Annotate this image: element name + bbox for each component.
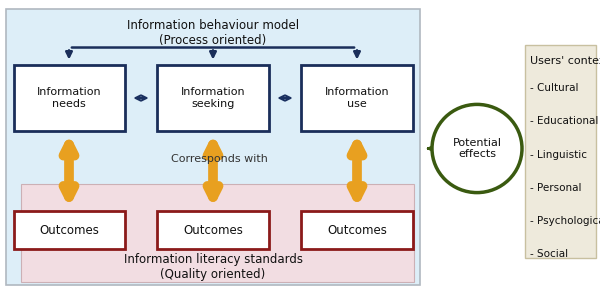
- FancyBboxPatch shape: [301, 211, 413, 249]
- FancyBboxPatch shape: [157, 65, 269, 131]
- Text: Information
needs: Information needs: [37, 87, 101, 109]
- FancyBboxPatch shape: [157, 211, 269, 249]
- Text: - Educational: - Educational: [530, 116, 598, 127]
- Text: - Social: - Social: [530, 249, 568, 260]
- Text: - Personal: - Personal: [530, 183, 581, 193]
- Text: - Psychological: - Psychological: [530, 216, 600, 226]
- FancyBboxPatch shape: [301, 65, 413, 131]
- FancyBboxPatch shape: [6, 9, 420, 285]
- Text: Information
use: Information use: [325, 87, 389, 109]
- Text: Potential
effects: Potential effects: [452, 138, 502, 159]
- Text: Corresponds with: Corresponds with: [170, 154, 268, 164]
- FancyBboxPatch shape: [14, 211, 125, 249]
- Text: Outcomes: Outcomes: [327, 224, 387, 237]
- Text: Outcomes: Outcomes: [183, 224, 243, 237]
- Text: - Cultural: - Cultural: [530, 83, 578, 93]
- FancyBboxPatch shape: [21, 184, 414, 282]
- Text: Users' context: Users' context: [530, 56, 600, 67]
- FancyBboxPatch shape: [14, 65, 125, 131]
- Text: - Linguistic: - Linguistic: [530, 150, 587, 160]
- Text: Information
seeking: Information seeking: [181, 87, 245, 109]
- Ellipse shape: [432, 104, 522, 193]
- Text: Information behaviour model
(Process oriented): Information behaviour model (Process ori…: [127, 19, 299, 47]
- Text: Outcomes: Outcomes: [39, 224, 99, 237]
- FancyBboxPatch shape: [525, 45, 596, 258]
- Text: Information literacy standards
(Quality oriented): Information literacy standards (Quality …: [124, 253, 302, 281]
